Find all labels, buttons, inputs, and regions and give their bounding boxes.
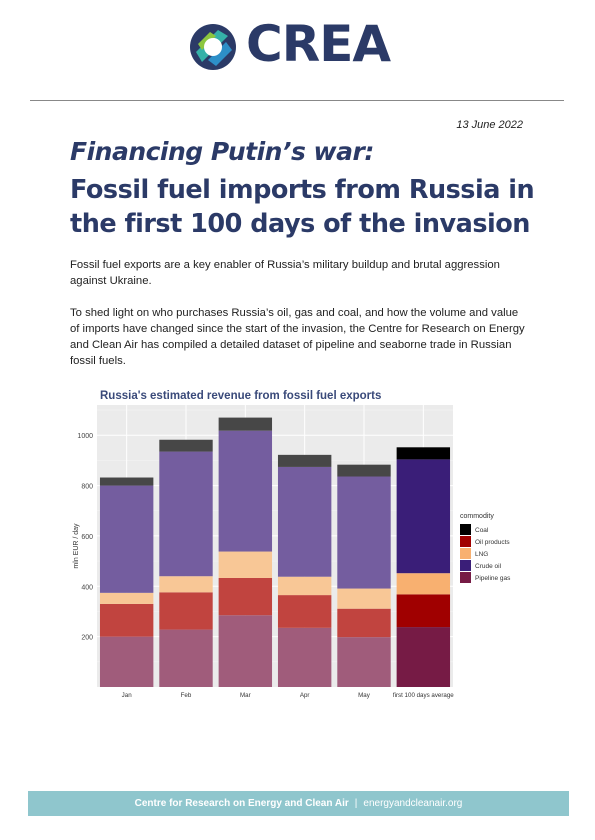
bar-segment [337,476,391,589]
legend-swatch [460,524,471,535]
x-tick-label: Feb [181,692,192,699]
bar-segment [396,459,451,574]
bar-segment [99,477,154,486]
bar-segment [159,451,213,577]
bar-segment [277,454,332,467]
x-tick-label: May [358,692,371,699]
x-tick-label: Apr [300,692,310,699]
legend-swatch [460,536,471,547]
bar-segment [337,637,391,687]
legend-label: LNG [475,551,488,558]
bar-segment [159,576,213,593]
y-tick-label: 200 [81,635,93,642]
bar-segment [396,573,451,595]
footer-website[interactable]: energyandcleanair.org [363,798,463,809]
bar-segment [99,636,154,687]
logo-wordmark: CREA [246,15,391,73]
report-title: Fossil fuel imports from Russia in the f… [70,175,535,239]
x-tick-label: Jan [122,692,133,699]
bar-segment [277,595,332,628]
y-tick-label: 800 [81,484,93,491]
method-paragraph: To shed light on who purchases Russia’s … [70,307,525,367]
footer-org: Centre for Research on Energy and Clean … [134,798,349,809]
legend-title: commodity [460,513,494,520]
revenue-chart: Russia's estimated revenue from fossil f… [62,385,532,705]
footer-bar: Centre for Research on Energy and Clean … [28,791,569,816]
y-tick-label: 400 [81,584,93,591]
bar-segment [337,464,391,477]
legend-label: Coal [475,527,489,534]
footer-separator: | [354,798,358,809]
x-tick-label: first 100 days average [393,692,454,699]
bar-segment [277,627,332,687]
revenue-chart-svg: Russia's estimated revenue from fossil f… [73,390,511,699]
legend-swatch [460,560,471,571]
publication-date: 13 June 2022 [456,119,523,131]
legend-label: Pipeline gas [475,575,511,582]
bar-segment [159,629,213,687]
legend-swatch [460,572,471,583]
crea-logo: CREA [188,15,408,74]
bar-segment [218,577,273,616]
y-axis-label: mln EUR / day [73,523,80,569]
bar-segment [396,594,451,628]
plot-panel [97,405,453,687]
intro-paragraph: Fossil fuel exports are a key enabler of… [70,259,500,287]
header-divider [30,100,564,101]
bar-segment [99,485,154,593]
bar-segment [337,588,391,609]
bar-segment [337,608,391,638]
x-tick-label: Mar [240,692,251,699]
bar-segment [396,627,451,687]
bar-segment [99,592,154,604]
report-kicker: Financing Putin’s war: [70,137,374,166]
bar-segment [218,430,273,552]
legend-swatch [460,548,471,559]
bar-segment [396,447,451,460]
crea-logo-icon [190,24,236,70]
chart-title: Russia's estimated revenue from fossil f… [100,390,381,402]
bar-segment [159,439,213,452]
legend-label: Crude oil [475,563,502,570]
bar-segment [277,576,332,596]
bar-segment [277,466,332,577]
y-tick-label: 1000 [77,433,93,440]
bar-segment [99,603,154,637]
bar-segment [218,615,273,687]
bar-segment [218,551,273,578]
y-tick-label: 600 [81,534,93,541]
bar-segment [159,592,213,630]
legend-label: Oil products [475,539,510,546]
bar-segment [218,417,273,431]
